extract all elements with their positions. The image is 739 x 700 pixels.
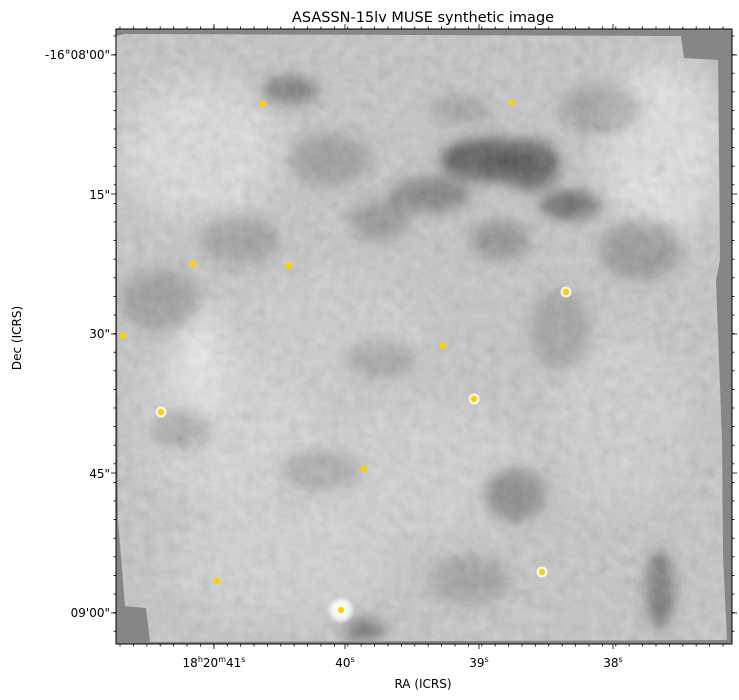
source-marker [157, 408, 165, 416]
x-axis-label: RA (ICRS) [394, 677, 451, 691]
source-marker [562, 288, 570, 296]
source-marker [285, 262, 293, 270]
x-tick-label: 18h20m41s [183, 655, 246, 670]
source-marker [259, 100, 267, 108]
axis-ticks [111, 24, 737, 649]
x-tick-labels: 18h20m41s 40s 39s 38s [183, 655, 623, 670]
y-tick-label: 30" [89, 327, 110, 341]
y-tick-labels: -16°08'00" 15" 30" 45" 09'00" [45, 48, 110, 620]
y-tick-label: 45" [89, 467, 110, 481]
source-marker [213, 577, 221, 585]
source-marker [538, 568, 546, 576]
source-marker [508, 99, 516, 107]
source-markers [119, 99, 572, 616]
x-tick-label: 38s [603, 655, 622, 670]
x-tick-label: 39s [469, 655, 488, 670]
source-marker [189, 260, 197, 268]
y-axis-label: Dec (ICRS) [10, 306, 24, 370]
x-tick-label: 40s [335, 655, 354, 670]
plot-title: ASASSN-15lv MUSE synthetic image [292, 10, 554, 26]
y-tick-label: -16°08'00" [45, 48, 110, 62]
source-marker [439, 342, 447, 350]
image-panel [116, 29, 732, 644]
plot-frame [115, 28, 733, 645]
source-marker [360, 465, 368, 473]
y-tick-label: 15" [89, 188, 110, 202]
source-marker [119, 332, 127, 340]
y-tick-label: 09'00" [71, 606, 110, 620]
synthetic-image [116, 34, 727, 642]
source-marker [337, 606, 345, 614]
source-marker [470, 395, 478, 403]
